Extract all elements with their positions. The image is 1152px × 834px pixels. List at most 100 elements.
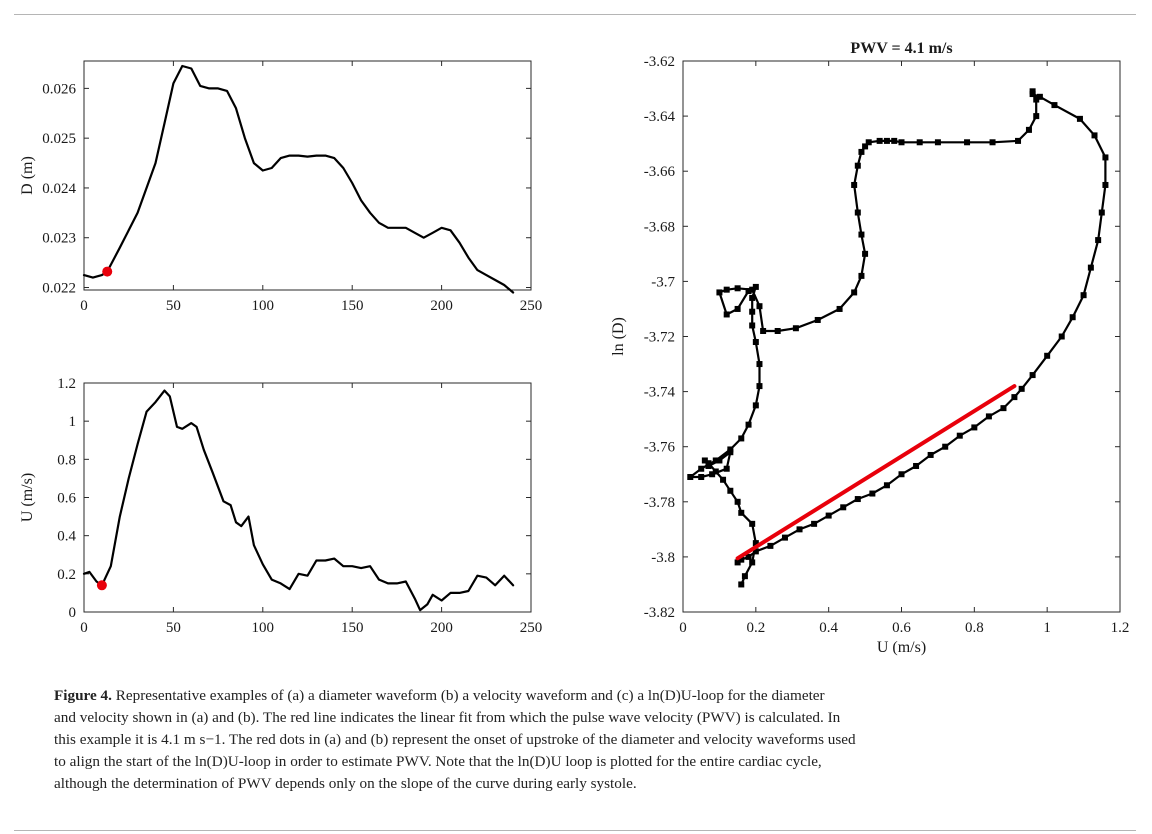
figure-caption: Figure 4. Representative examples of (a)… [54,685,1144,795]
data-point [1033,96,1040,103]
y-tick-label-c: -3.68 [644,219,675,235]
data-point [840,504,847,511]
data-point [727,487,734,494]
x-tick-label-b: 0 [80,620,88,636]
figure-charts: 0 50 100 150 200 2500.0220.0230.0240.0250.026… [19,40,1129,656]
data-point [913,462,920,469]
data-point [752,402,759,409]
y-tick-label-c: -3.62 [644,54,675,70]
data-point [1000,405,1007,412]
data-point [811,520,818,527]
chart-c: 0 0.2 0.4 0.6 0.8 1 1.2 -3.82 -3.8 -3.78 -3.76 -3.7… [610,40,1129,656]
data-point [774,327,781,334]
data-point [1033,113,1040,120]
data-point [1036,93,1043,100]
x-tick-label-a: 250 [520,298,543,314]
data-point [854,162,861,169]
data-point [1015,137,1022,144]
data-point [851,181,858,188]
y-tick-label-c: -3.72 [644,330,675,346]
caption-line-5: although the determination of PWV depend… [54,775,637,792]
data-point [709,471,716,478]
data-point [749,520,756,527]
y-tick-label-a: 0.025 [42,131,76,147]
data-point [851,289,858,296]
data-point [756,303,763,310]
data-point [723,465,730,472]
data-point [971,424,978,431]
x-tick-label-b: 200 [430,620,453,636]
data-point [749,559,756,566]
data-point [712,457,719,464]
data-point [934,139,941,146]
data-point [756,383,763,390]
data-point [814,316,821,323]
data-point [883,137,890,144]
x-tick-label-b: 50 [166,620,181,636]
data-point [781,534,788,541]
data-point [898,471,905,478]
y-axis-label-a: D (m) [19,156,36,195]
caption-line-4: to align the start of the ln(D)U-loop in… [54,753,822,770]
data-point [752,540,759,547]
data-point [705,462,712,469]
data-point [898,139,905,146]
data-point [825,512,832,519]
y-tick-label-a: 0.026 [42,81,76,97]
y-tick-label-a: 0.024 [42,181,76,197]
data-point [738,509,745,516]
data-point [956,432,963,439]
data-point [876,137,883,144]
x-tick-label-c: 1.2 [1111,620,1130,636]
data-point [745,421,752,428]
y-tick-label-b: 0 [69,605,77,621]
data-point [738,556,745,563]
data-point [854,209,861,216]
data-point [1087,264,1094,271]
data-point [752,339,759,346]
data-point [749,286,756,293]
data-point [745,288,752,295]
data-point [752,548,759,555]
data-point [858,148,865,155]
x-axis-label-c: U (m/s) [877,639,926,656]
data-point [792,325,799,332]
data-point [862,143,869,150]
data-point [716,289,723,296]
data-point [734,285,741,292]
data-point [942,443,949,450]
data-point [760,327,767,334]
data-point [862,250,869,257]
data-point [858,272,865,279]
y-tick-label-c: -3.82 [644,605,675,621]
plot-frame-b [83,382,532,613]
data-point [738,435,745,442]
data-point [1029,91,1036,98]
series-line-b [82,389,515,612]
y-axis-label-c: ln (D) [610,317,627,356]
data-point [752,283,759,290]
data-point [727,446,734,453]
data-point [720,476,727,483]
x-tick-label-c: 0 [679,620,687,636]
data-point [749,308,756,315]
y-tick-label-b: 1.2 [57,376,76,392]
data-point [687,474,694,481]
x-tick-label-c: 0.2 [746,620,765,636]
y-tick-label-c: -3.74 [644,385,676,401]
data-point [854,496,861,503]
figure-frame [14,14,1136,831]
data-point [734,498,741,505]
data-point [734,559,741,566]
data-point [916,139,923,146]
x-tick-label-a: 0 [80,298,88,314]
x-tick-label-c: 0.4 [819,620,838,636]
data-point [1076,115,1083,122]
data-point [858,231,865,238]
data-point [756,361,763,368]
x-tick-label-a: 50 [166,298,181,314]
y-tick-label-b: 1 [69,414,77,430]
y-tick-label-c: -3.7 [651,274,675,290]
onset-dot-a [102,266,113,277]
x-tick-label-c: 0.8 [965,620,984,636]
